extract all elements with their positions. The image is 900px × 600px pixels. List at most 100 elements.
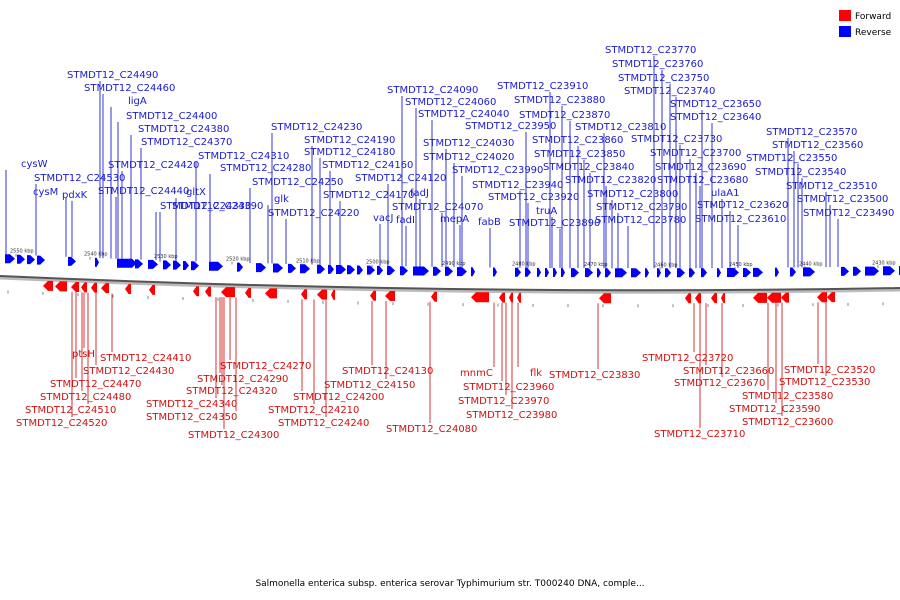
- gene-arrow: [191, 261, 199, 271]
- gene-arrow: [457, 267, 467, 277]
- forward-gene-label: STMDT12_C24080: [386, 424, 477, 435]
- forward-gene-label: STMDT12_C24430: [83, 366, 174, 377]
- reverse-gene-label: gltX: [186, 187, 206, 198]
- gene-arrow: [717, 268, 721, 278]
- gene-arrow: [43, 280, 53, 291]
- gene-arrow: [605, 268, 611, 278]
- legend-label-reverse: Reverse: [855, 28, 892, 38]
- gene-arrow: [101, 283, 109, 294]
- gene-arrow: [377, 265, 383, 275]
- gene-arrow: [743, 267, 751, 277]
- gene-arrow: [685, 293, 691, 304]
- forward-gene-label: STMDT12_C24350: [146, 412, 237, 423]
- forward-gene-label: ptsH: [72, 349, 95, 360]
- gene-arrow: [336, 265, 346, 275]
- gene-arrow: [387, 266, 395, 276]
- reverse-gene-label: ligA: [128, 96, 147, 107]
- reverse-gene-label: STMDT12_C24370: [141, 137, 232, 148]
- forward-gene-label: STMDT12_C23580: [742, 391, 833, 402]
- reverse-gene-label: STMDT12_C24440: [98, 186, 189, 197]
- gene-arrow: [91, 282, 97, 293]
- reverse-gene-label: pdxK: [62, 190, 88, 201]
- gene-arrow: [499, 292, 505, 303]
- gene-arrow: [701, 268, 707, 278]
- reverse-gene-label: STMDT12_C23550: [746, 153, 837, 164]
- forward-gene-label: STMDT12_C24470: [50, 379, 141, 390]
- scale-tick-label: 2520 kbp: [226, 256, 250, 262]
- gene-arrow: [347, 265, 355, 275]
- scale-tick-label: 2530 kbp: [154, 254, 178, 260]
- forward-strand-genes: [43, 280, 835, 304]
- scale-tick-label: 2430 kbp: [872, 260, 896, 266]
- reverse-gene-label: STMDT12_C23760: [612, 59, 703, 70]
- reverse-gene-label: STMDT12_C23490: [803, 208, 894, 219]
- scale-tick-label: 2540 kbp: [84, 252, 108, 258]
- legend-swatch-forward: [839, 10, 851, 21]
- gene-arrow: [209, 261, 223, 271]
- reverse-gene-label: STMDT12_C23910: [497, 81, 588, 92]
- forward-gene-label: STMDT12_C24200: [293, 392, 384, 403]
- gene-arrow: [631, 268, 641, 278]
- gene-arrow: [553, 268, 557, 278]
- legend: Forward Reverse: [839, 10, 892, 38]
- gene-arrow: [727, 268, 739, 278]
- reverse-gene-label: fabB: [478, 217, 501, 228]
- reverse-gene-label: STMDT12_C24400: [126, 111, 217, 122]
- sequence-backbone-shadow: [0, 276, 900, 294]
- forward-gene-label: STMDT12_C23830: [549, 370, 640, 381]
- forward-gene-label: STMDT12_C23520: [784, 365, 875, 376]
- gene-arrow: [657, 268, 661, 278]
- scale-tick-label: 2440 kbp: [799, 261, 823, 267]
- reverse-gene-label: cysM: [33, 187, 58, 198]
- reverse-gene-label: STMDT12_C23680: [657, 175, 748, 186]
- forward-gene-label: STMDT12_C24480: [40, 392, 131, 403]
- forward-gene-label: STMDT12_C24130: [342, 366, 433, 377]
- forward-gene-label: STMDT12_C24510: [25, 405, 116, 416]
- gene-arrow: [599, 293, 611, 304]
- gene-arrow: [841, 266, 849, 276]
- gene-arrow: [81, 282, 87, 293]
- gene-arrow: [71, 281, 79, 292]
- sequence-backbone: [0, 275, 900, 292]
- reverse-gene-label: STMDT12_C24170: [323, 190, 414, 201]
- gene-arrow: [571, 268, 579, 278]
- gene-arrow: [37, 255, 45, 265]
- reverse-gene-label: STMDT12_C24530: [34, 173, 125, 184]
- forward-gene-label: STMDT12_C23590: [729, 404, 820, 415]
- gene-arrow: [357, 265, 363, 275]
- gene-arrow: [537, 267, 541, 277]
- reverse-gene-label: STMDT12_C24250: [252, 177, 343, 188]
- gene-arrow: [781, 292, 789, 303]
- reverse-gene-label: STMDT12_C23690: [655, 162, 746, 173]
- reverse-gene-label: STMDT12_C23730: [631, 134, 722, 145]
- gene-arrow: [517, 292, 521, 303]
- reverse-gene-label: glk: [274, 194, 289, 205]
- scale-tick-label: 2480 kbp: [512, 262, 536, 268]
- gene-arrow: [853, 266, 861, 276]
- reverse-gene-label: ulaA1: [711, 188, 739, 199]
- reverse-gene-label: STMDT12_C23990: [452, 165, 543, 176]
- reverse-gene-label: STMDT12_C23850: [534, 149, 625, 160]
- gene-arrow: [68, 256, 76, 266]
- gene-arrow: [256, 263, 266, 273]
- reverse-gene-label: STMDT12_C23860: [532, 135, 623, 146]
- forward-gene-label: STMDT12_C24520: [16, 418, 107, 429]
- gene-arrow: [545, 267, 549, 277]
- forward-gene-label: STMDT12_C24320: [186, 386, 277, 397]
- forward-gene-label: STMDT12_C23970: [458, 396, 549, 407]
- reverse-gene-label: STMDT12_C23750: [618, 73, 709, 84]
- reverse-gene-label: STMDT12_C24490: [67, 70, 158, 81]
- reverse-gene-label: STMDT12_C23870: [519, 110, 610, 121]
- scale-tick-label: 2550 kbp: [10, 249, 34, 255]
- reverse-gene-label: STMDT12_C24310: [198, 151, 289, 162]
- reverse-gene-label: STMDT12_C24330: [160, 201, 251, 212]
- reverse-gene-label: STMDT12_C24030: [423, 138, 514, 149]
- gene-arrow: [331, 289, 335, 300]
- scale-tick-label: 2460 kbp: [654, 262, 678, 268]
- forward-gene-label: STMDT12_C24290: [197, 374, 288, 385]
- gene-arrow: [135, 259, 143, 269]
- reverse-gene-label: STMDT12_C23620: [697, 200, 788, 211]
- gene-arrow: [125, 284, 131, 295]
- gene-arrow: [205, 286, 211, 297]
